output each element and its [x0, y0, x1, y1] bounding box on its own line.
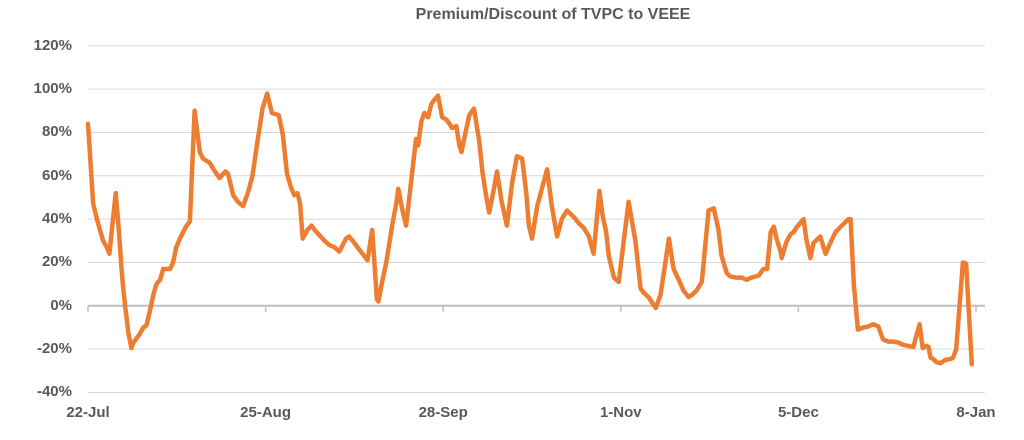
y-axis-tick-label: 80%	[41, 123, 72, 141]
y-axis-tick-label: 40%	[41, 210, 72, 228]
x-axis-tick-label: 8-Jan	[956, 404, 996, 421]
chart-title: Premium/Discount of TVPC to VEEE	[415, 6, 691, 23]
y-axis-tick-label: -40%	[36, 383, 72, 401]
x-axis-tick-label: 28-Sep	[418, 404, 468, 421]
series-line	[85, 91, 975, 367]
y-axis-tick-label: 100%	[33, 80, 72, 98]
x-axis-tick-label: 1-Nov	[599, 404, 642, 421]
y-axis-tick-label: 0%	[50, 296, 72, 314]
y-axis-tick-label: -20%	[36, 340, 72, 358]
y-axis-tick-label: 60%	[41, 166, 72, 184]
y-axis-tick-label: 20%	[41, 253, 72, 271]
y-axis-tick-label: 120%	[33, 36, 72, 54]
x-axis-tick-label: 25-Aug	[240, 404, 292, 421]
x-axis-tick-label: 22-Jul	[66, 404, 110, 421]
x-axis-tick-label: 5-Dec	[777, 404, 819, 421]
